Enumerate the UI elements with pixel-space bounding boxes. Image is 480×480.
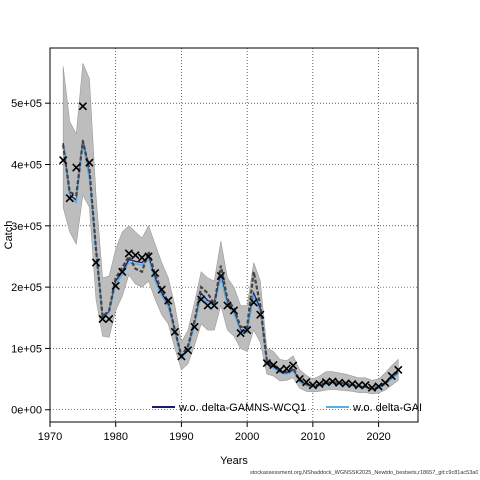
- observed-point-2021: [380, 378, 390, 387]
- observed-point-1998: [229, 306, 239, 315]
- observed-point-1977: [91, 258, 101, 267]
- observed-point-1979: [104, 314, 114, 324]
- y-tick-label-0: 0e+00: [11, 405, 42, 417]
- observed-point-1974: [72, 163, 81, 172]
- observed-point-2000: [242, 325, 252, 335]
- x-axis: 1970 1980 1990 2000 2010 2020: [38, 422, 391, 443]
- observed-point-2010: [308, 381, 318, 390]
- y-axis-title: Catch: [3, 221, 15, 250]
- observed-point-2022: [387, 371, 396, 381]
- confidence-band: [62, 63, 399, 395]
- observed-point-2009: [302, 377, 311, 387]
- observed-point-2015: [341, 379, 350, 388]
- observed-point-1976: [85, 158, 94, 167]
- observed-point-1986: [150, 268, 160, 278]
- observed-point-2020: [374, 382, 383, 391]
- observed-point-2012: [321, 377, 331, 387]
- observed-point-2008: [295, 374, 304, 384]
- observed-point-1990: [177, 352, 186, 361]
- observed-point-2001: [249, 298, 258, 307]
- observed-point-2007: [288, 361, 298, 370]
- observed-point-1999: [236, 328, 245, 338]
- observed-points: [58, 102, 403, 392]
- observed-point-1985: [144, 252, 153, 261]
- y-tick-label-4: 4e+05: [11, 159, 42, 171]
- observed-point-1975: [78, 102, 88, 111]
- observed-point-2013: [328, 377, 337, 386]
- observed-point-2014: [334, 378, 344, 387]
- observed-point-2011: [315, 379, 324, 389]
- observed-point-1978: [98, 314, 107, 324]
- series-line-2: [62, 142, 399, 391]
- observed-point-2002: [256, 310, 265, 319]
- observed-point-1981: [118, 267, 127, 276]
- y-tick-label-5: 5e+05: [11, 98, 42, 110]
- observed-point-2004: [269, 360, 278, 370]
- observed-point-1991: [183, 346, 193, 355]
- x-tick-label-4: 2010: [301, 431, 325, 443]
- x-tick-label-5: 2020: [366, 431, 390, 443]
- observed-point-2003: [262, 358, 272, 368]
- y-tick-label-2: 2e+05: [11, 282, 42, 294]
- observed-point-1973: [65, 194, 74, 203]
- observed-point-1988: [164, 296, 173, 305]
- observed-point-2005: [275, 365, 285, 375]
- x-tick-label-1: 1980: [103, 431, 127, 443]
- legend-label-series-2: w.o. delta-GAI: [352, 402, 422, 414]
- x-axis-title: Years: [220, 455, 248, 467]
- observed-point-1982: [124, 249, 134, 258]
- y-tick-label-1: 1e+05: [11, 343, 42, 355]
- observed-point-1995: [210, 301, 219, 310]
- observed-point-2018: [361, 381, 370, 390]
- observed-point-1989: [170, 327, 180, 337]
- y-axis: 0e+00 1e+05 2e+05 3e+05 4e+05 5e+05: [11, 98, 50, 417]
- observed-point-1984: [137, 253, 147, 262]
- y-tick-label-3: 3e+05: [11, 221, 42, 233]
- observed-point-1980: [111, 281, 120, 291]
- observed-point-2006: [282, 364, 291, 373]
- observed-point-1997: [223, 301, 232, 310]
- observed-point-1983: [131, 251, 140, 260]
- x-tick-label-0: 1970: [38, 431, 62, 443]
- source-footnote: stockassessment.org,NShaddock_WGNSSK2025…: [250, 470, 478, 476]
- confidence-band-area: [62, 63, 399, 395]
- legend: w.o. delta-GAMNS-WCQ1 w.o. delta-GAI: [152, 402, 422, 414]
- x-tick-label-3: 2000: [235, 431, 259, 443]
- grid-lines: [49, 48, 418, 422]
- observed-point-1987: [157, 285, 166, 294]
- observed-point-2019: [367, 383, 377, 392]
- observed-point-1994: [203, 301, 212, 310]
- observed-point-2017: [354, 381, 364, 390]
- observed-point-1972: [58, 156, 68, 165]
- observed-point-2016: [348, 379, 357, 389]
- observed-point-1996: [216, 271, 226, 281]
- observed-point-1993: [196, 295, 206, 304]
- series-line-3: [62, 140, 399, 390]
- plot-frame: [49, 47, 419, 423]
- x-tick-label-2: 1990: [169, 431, 193, 443]
- legend-label-series-1: w.o. delta-GAMNS-WCQ1: [178, 402, 306, 414]
- observed-point-2023: [394, 365, 403, 375]
- observed-point-1992: [190, 322, 199, 332]
